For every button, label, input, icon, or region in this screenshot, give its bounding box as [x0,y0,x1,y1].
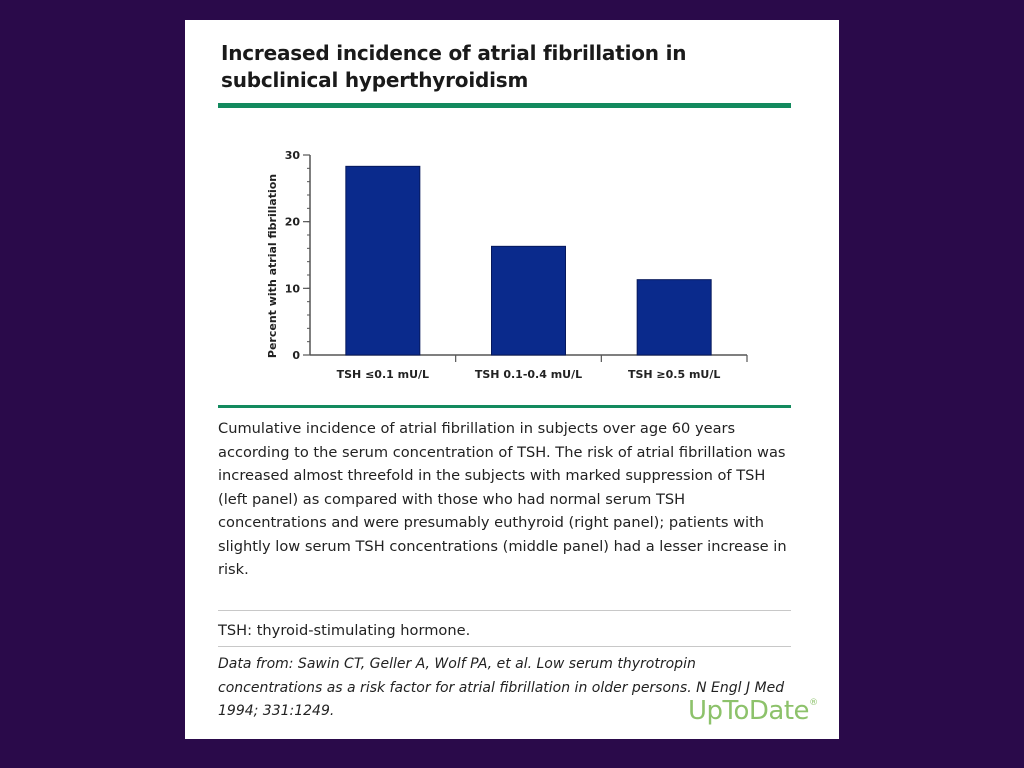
abbreviation-note: TSH: thyroid-stimulating hormone. [218,622,471,639]
logo-text: UpToDate [688,696,810,726]
y-tick-label: 20 [285,216,301,229]
figure-card: Increased incidence of atrial fibrillati… [185,20,839,739]
x-tick-label: TSH ≤0.1 mU/L [337,368,429,381]
figure-title: Increased incidence of atrial fibrillati… [221,41,687,92]
uptodate-logo[interactable]: UpToDate® [688,696,818,726]
caption-divider [218,610,791,611]
abbreviation-divider [218,646,791,647]
registered-mark: ® [809,698,818,708]
title-divider [218,103,791,108]
y-tick-label: 10 [285,282,301,295]
y-axis-label: Percent with atrial fibrillation [266,174,279,358]
bar [636,279,712,356]
source-citation: Data from: Sawin CT, Geller A, Wolf PA, … [218,656,785,719]
chart-divider [218,405,791,408]
bar-chart: Percent with atrial fibrillation 0 10 20 30… [266,149,748,381]
bar [491,245,566,356]
x-tick-label: TSH 0.1-0.4 mU/L [475,368,582,381]
x-tick-label: TSH ≥0.5 mU/L [628,368,720,381]
y-tick-label: 30 [285,149,301,162]
figure-caption: Cumulative incidence of atrial fibrillat… [218,420,787,578]
y-tick-label: 0 [292,349,300,362]
bar [345,165,421,356]
